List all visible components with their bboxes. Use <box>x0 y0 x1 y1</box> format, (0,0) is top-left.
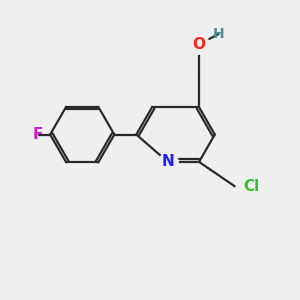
Text: O: O <box>193 37 206 52</box>
Text: F: F <box>32 127 43 142</box>
Text: N: N <box>161 154 174 169</box>
Text: Cl: Cl <box>243 179 259 194</box>
Text: H: H <box>212 27 224 41</box>
